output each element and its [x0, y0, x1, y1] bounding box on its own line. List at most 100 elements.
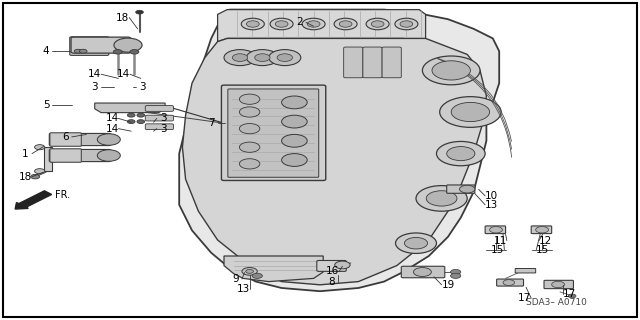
Text: 12: 12 — [539, 236, 552, 246]
FancyBboxPatch shape — [145, 106, 173, 111]
Text: 5: 5 — [43, 100, 49, 110]
Text: 6: 6 — [62, 132, 68, 142]
Text: 3: 3 — [160, 124, 166, 134]
Circle shape — [422, 56, 480, 85]
FancyBboxPatch shape — [317, 260, 346, 271]
Circle shape — [224, 50, 256, 66]
Text: 13: 13 — [237, 284, 250, 294]
Circle shape — [232, 54, 248, 61]
Circle shape — [137, 120, 145, 124]
FancyBboxPatch shape — [145, 124, 173, 130]
FancyBboxPatch shape — [145, 115, 173, 121]
Circle shape — [127, 120, 135, 124]
Circle shape — [114, 38, 142, 52]
Text: SDA3– A0710: SDA3– A0710 — [526, 298, 588, 307]
Circle shape — [426, 191, 457, 206]
Text: 9: 9 — [232, 274, 239, 284]
Text: 17: 17 — [518, 293, 531, 303]
Circle shape — [400, 21, 413, 27]
Circle shape — [277, 54, 292, 61]
Circle shape — [137, 113, 145, 117]
Circle shape — [335, 261, 350, 269]
Circle shape — [552, 281, 564, 288]
Circle shape — [282, 154, 307, 166]
Circle shape — [252, 273, 262, 278]
Circle shape — [239, 124, 260, 134]
Text: 15: 15 — [492, 244, 504, 255]
Text: 8: 8 — [328, 277, 335, 287]
Circle shape — [334, 18, 357, 30]
FancyBboxPatch shape — [50, 149, 81, 162]
Circle shape — [371, 21, 384, 27]
Circle shape — [269, 50, 301, 66]
Circle shape — [396, 233, 436, 253]
Text: 3: 3 — [160, 113, 166, 124]
FancyBboxPatch shape — [49, 149, 111, 162]
Circle shape — [239, 107, 260, 117]
Circle shape — [127, 113, 135, 117]
Circle shape — [270, 18, 293, 30]
Circle shape — [239, 142, 260, 152]
FancyBboxPatch shape — [70, 37, 109, 55]
Circle shape — [302, 18, 325, 30]
FancyBboxPatch shape — [401, 266, 445, 278]
Circle shape — [242, 268, 257, 275]
Text: 18: 18 — [116, 12, 129, 23]
Circle shape — [447, 147, 475, 161]
FancyArrow shape — [15, 191, 52, 209]
Text: 16: 16 — [326, 266, 339, 276]
Circle shape — [460, 185, 475, 193]
Circle shape — [246, 50, 278, 66]
Circle shape — [436, 141, 485, 166]
FancyBboxPatch shape — [221, 85, 326, 180]
Circle shape — [282, 96, 307, 109]
FancyBboxPatch shape — [497, 279, 524, 286]
Text: 14: 14 — [106, 124, 118, 134]
Circle shape — [239, 94, 260, 104]
Circle shape — [31, 174, 40, 179]
Circle shape — [451, 102, 490, 122]
FancyBboxPatch shape — [382, 47, 401, 78]
FancyBboxPatch shape — [49, 133, 111, 146]
Circle shape — [339, 21, 352, 27]
Text: 14: 14 — [117, 69, 130, 79]
Text: 19: 19 — [442, 280, 454, 290]
Text: 15: 15 — [536, 244, 549, 255]
FancyBboxPatch shape — [71, 37, 131, 53]
Circle shape — [568, 294, 576, 298]
Circle shape — [113, 50, 122, 54]
Text: 3: 3 — [139, 82, 145, 92]
Circle shape — [136, 10, 143, 14]
Text: 4: 4 — [43, 46, 49, 56]
Circle shape — [404, 237, 428, 249]
Circle shape — [451, 273, 461, 278]
Circle shape — [255, 54, 270, 61]
FancyBboxPatch shape — [363, 47, 382, 78]
Circle shape — [74, 49, 82, 53]
Polygon shape — [179, 10, 499, 291]
FancyBboxPatch shape — [344, 47, 363, 78]
Polygon shape — [218, 10, 426, 42]
Circle shape — [246, 21, 259, 27]
Circle shape — [97, 134, 120, 145]
Circle shape — [275, 21, 288, 27]
Circle shape — [536, 227, 548, 233]
Circle shape — [282, 134, 307, 147]
Text: 7: 7 — [208, 118, 214, 128]
FancyBboxPatch shape — [50, 133, 81, 146]
Text: 10: 10 — [485, 191, 498, 201]
Text: 2: 2 — [296, 17, 303, 28]
Circle shape — [130, 50, 139, 54]
FancyBboxPatch shape — [544, 280, 573, 289]
Polygon shape — [224, 256, 323, 282]
Text: 13: 13 — [485, 200, 498, 210]
Text: 3: 3 — [92, 82, 98, 92]
Circle shape — [490, 227, 502, 233]
Text: FR.: FR. — [55, 189, 70, 200]
Circle shape — [79, 49, 87, 53]
Text: 11: 11 — [494, 236, 507, 246]
Circle shape — [35, 169, 45, 174]
Circle shape — [432, 61, 470, 80]
Polygon shape — [44, 147, 52, 171]
Circle shape — [307, 21, 320, 27]
